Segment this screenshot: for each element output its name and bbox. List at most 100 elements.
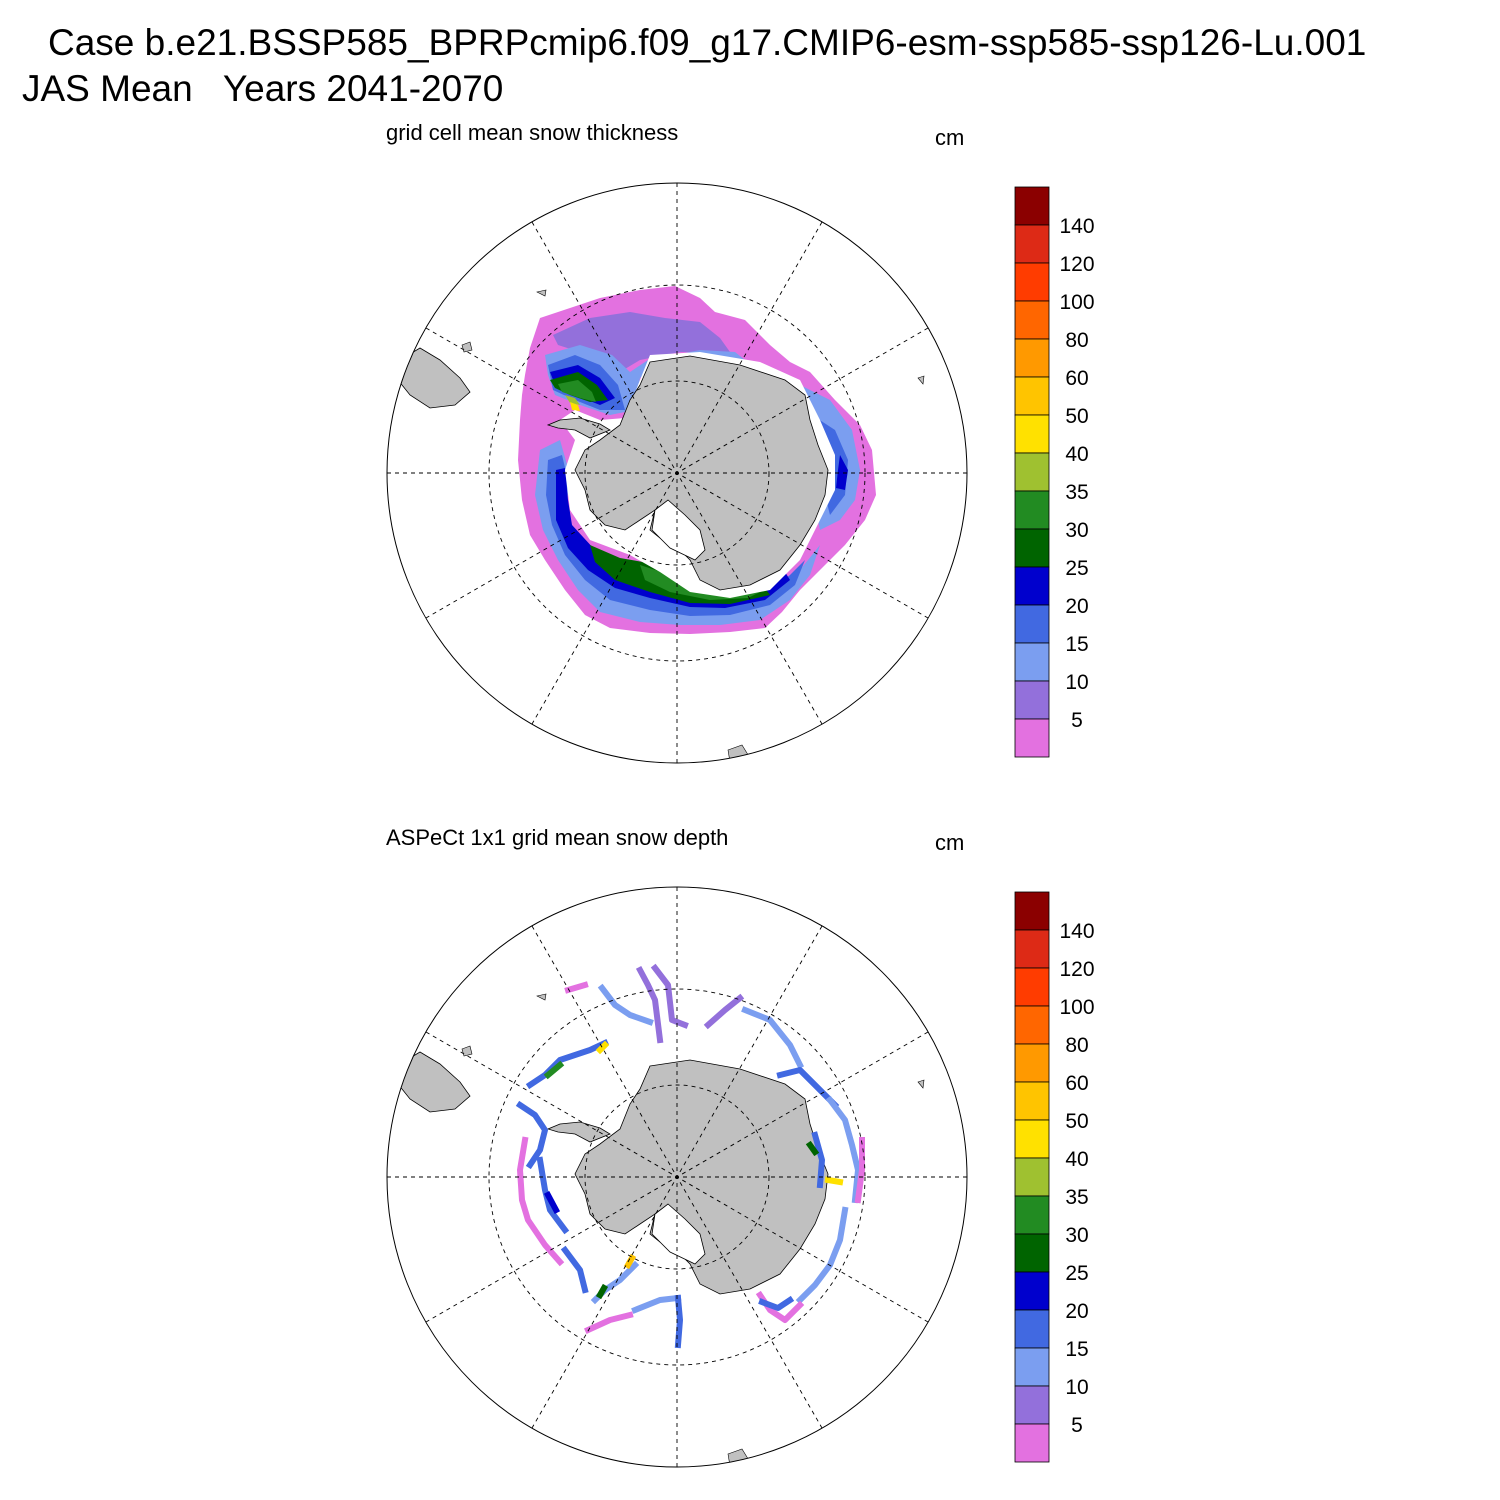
track: [543, 1060, 565, 1080]
colorbar-swatch: [1014, 604, 1050, 644]
track: [584, 1311, 634, 1334]
colorbar-swatch: [1014, 186, 1050, 226]
colorbar-label: 20: [1065, 1300, 1088, 1323]
colorbar-swatch: [1014, 718, 1050, 758]
colorbar-swatch: [1014, 528, 1050, 568]
panel-observations: ASPeCt 1x1 grid mean snow depth cm: [386, 825, 1095, 1468]
colorbar-label: 10: [1065, 671, 1088, 694]
colorbar-label: 80: [1065, 1034, 1088, 1057]
track: [595, 1283, 609, 1300]
colorbar-label: 25: [1065, 557, 1088, 580]
colorbar: 140 120 100 80 60 50 40 35 30 25 20 15 10 5: [1014, 186, 1095, 758]
colorbar-label: 10: [1065, 1376, 1088, 1399]
colorbar-label: 140: [1059, 215, 1094, 238]
colorbar-swatch: [1014, 452, 1050, 492]
track: [597, 983, 654, 1026]
colorbar-label: 15: [1065, 1338, 1088, 1361]
south-america: [397, 347, 471, 409]
band-35-40: [565, 395, 580, 405]
colorbar-label: 80: [1065, 329, 1088, 352]
colorbar-label: 50: [1065, 1110, 1088, 1133]
colorbar-label: 50: [1065, 405, 1088, 428]
colorbar-label: 60: [1065, 367, 1088, 390]
track: [674, 1294, 683, 1349]
track: [623, 1253, 637, 1270]
colorbar-swatch: [1014, 1119, 1050, 1159]
colorbar-swatch: [1014, 1157, 1050, 1197]
track: [824, 1176, 844, 1186]
track: [805, 1140, 820, 1157]
colorbar-swatch: [1014, 338, 1050, 378]
track: [515, 1100, 548, 1170]
colorbar-label: 100: [1059, 996, 1094, 1019]
colorbar: 140 120 100 80 60 50 40 35 30 25 20 15 10 5: [1014, 891, 1095, 1463]
colorbar-label: 30: [1065, 1224, 1088, 1247]
season-title: JAS Mean Years 2041-2070: [22, 68, 503, 109]
colorbar-swatch: [1014, 300, 1050, 340]
kerguelen: [917, 375, 925, 385]
colorbar-swatch: [1014, 680, 1050, 720]
ross-ice-shelf: [651, 499, 706, 561]
colorbar-label: 40: [1065, 1148, 1088, 1171]
colorbar-label: 15: [1065, 633, 1088, 656]
polar-map-model: [386, 182, 968, 764]
colorbar-swatch: [1014, 891, 1050, 931]
colorbar-swatch: [1014, 642, 1050, 682]
kerguelen: [917, 1079, 925, 1089]
colorbar-swatch: [1014, 566, 1050, 606]
track: [595, 1040, 610, 1055]
colorbar-label: 120: [1059, 253, 1094, 276]
colorbar-swatch: [1014, 376, 1050, 416]
colorbar-swatch: [1014, 929, 1050, 969]
track: [776, 1067, 840, 1110]
units-label: cm: [935, 830, 964, 855]
colorbar-label: 120: [1059, 958, 1094, 981]
colorbar-label: 25: [1065, 1262, 1088, 1285]
track: [741, 1006, 805, 1070]
track: [543, 1190, 561, 1215]
track: [631, 1294, 682, 1314]
map-border: [386, 886, 968, 1468]
colorbar-swatch: [1014, 1347, 1050, 1387]
track: [564, 981, 589, 994]
colorbar-label: 40: [1065, 443, 1088, 466]
graticule: [387, 887, 967, 1467]
panel-title: grid cell mean snow thickness: [386, 120, 678, 145]
south-america: [397, 1051, 471, 1113]
colorbar-swatch: [1014, 1309, 1050, 1349]
colorbar-swatch: [1014, 1081, 1050, 1121]
colorbar-swatch: [1014, 1005, 1050, 1045]
colorbar-label: 30: [1065, 519, 1088, 542]
south-georgia: [536, 993, 547, 1001]
colorbar-label: 35: [1065, 481, 1088, 504]
colorbar-label: 100: [1059, 291, 1094, 314]
map-border: [386, 182, 968, 764]
track: [825, 1095, 861, 1204]
colorbar-swatch: [1014, 1271, 1050, 1311]
colorbar-swatch: [1014, 1423, 1050, 1463]
colorbar-swatch: [1014, 262, 1050, 302]
colorbar-swatch: [1014, 414, 1050, 454]
graticule: [387, 183, 967, 763]
track: [560, 1245, 589, 1294]
units-label: cm: [935, 125, 964, 150]
track: [854, 1137, 865, 1204]
track: [635, 965, 664, 1044]
polar-map-observations: [386, 886, 968, 1468]
ross-ice-shelf: [651, 1203, 706, 1265]
colorbar-label: 5: [1071, 709, 1083, 732]
colorbar-label: 60: [1065, 1072, 1088, 1095]
colorbar-label: 20: [1065, 595, 1088, 618]
panel-model: grid cell mean snow thickness cm: [386, 120, 1095, 764]
south-georgia: [536, 289, 547, 297]
panel-title: ASPeCt 1x1 grid mean snow depth: [386, 825, 728, 850]
colorbar-swatch: [1014, 1385, 1050, 1425]
colorbar-swatch: [1014, 490, 1050, 530]
track: [517, 1136, 565, 1267]
colorbar-swatch: [1014, 1043, 1050, 1083]
case-title: Case b.e21.BSSP585_BPRPcmip6.f09_g17.CMI…: [48, 22, 1366, 63]
colorbar-label: 5: [1071, 1414, 1083, 1437]
colorbar-swatch: [1014, 224, 1050, 264]
colorbar-swatch: [1014, 967, 1050, 1007]
